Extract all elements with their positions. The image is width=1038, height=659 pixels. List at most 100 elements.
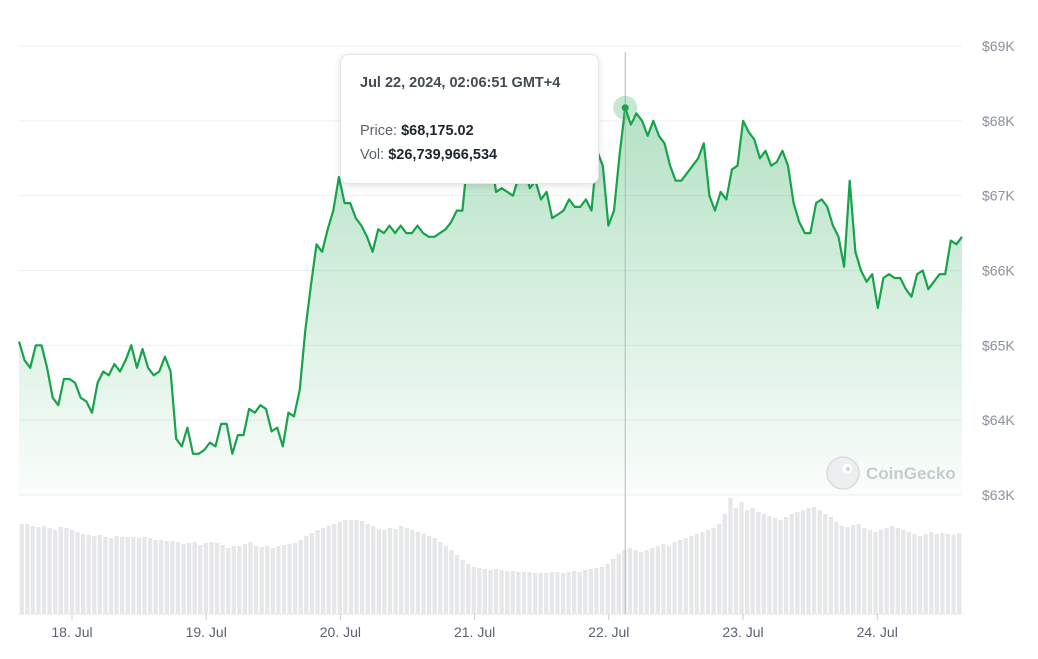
volume-bar <box>638 552 644 614</box>
volume-bar <box>103 537 108 614</box>
volume-bar <box>426 536 432 614</box>
coingecko-watermark: CoinGecko <box>826 456 956 490</box>
volume-bar <box>505 571 510 614</box>
volume-bar <box>599 567 605 614</box>
volume-bar <box>616 554 621 614</box>
volume-bar <box>851 525 856 614</box>
volume-bar <box>443 546 448 614</box>
volume-bar <box>186 543 192 614</box>
volume-bar <box>454 555 460 614</box>
hover-point[interactable] <box>621 104 629 112</box>
volume-bar <box>265 546 270 614</box>
volume-bar <box>588 569 594 614</box>
x-tick-label: 20. Jul <box>320 624 361 640</box>
volume-bar <box>220 545 225 614</box>
volume-bar <box>795 512 800 614</box>
volume-bar <box>672 542 677 614</box>
volume-bar <box>69 530 75 614</box>
volume-bar <box>577 572 582 614</box>
volume-bar <box>538 573 543 614</box>
volume-bar <box>287 544 292 614</box>
volume-bar <box>332 524 337 614</box>
volume-bar <box>86 535 91 614</box>
tooltip-date: Jul 22, 2024, 02:06:51 GMT+4 <box>360 75 561 91</box>
volume-bar <box>750 508 755 614</box>
volume-bar <box>644 550 649 614</box>
watermark-text: CoinGecko <box>866 464 956 483</box>
volume-bar <box>404 528 409 614</box>
volume-bar <box>845 527 850 614</box>
volume-bar <box>917 536 923 614</box>
volume-bar <box>192 542 197 614</box>
gecko-logo-icon <box>826 456 860 490</box>
volume-bar <box>348 520 354 614</box>
y-tick-label: $64K <box>982 412 1015 428</box>
volume-bar <box>30 526 36 614</box>
volume-bar <box>873 532 878 614</box>
volume-bar <box>906 532 912 614</box>
volume-bar <box>823 514 828 614</box>
x-tick-label: 19. Jul <box>186 624 227 640</box>
volume-bar <box>231 546 236 614</box>
volume-bar <box>382 530 387 614</box>
volume-bar <box>47 528 52 614</box>
volume-bar <box>605 564 610 614</box>
volume-bar <box>778 520 783 614</box>
price-area-fill <box>19 107 962 495</box>
volume-bar <box>237 546 242 614</box>
volume-bar <box>828 517 833 614</box>
volume-bar <box>878 530 884 614</box>
volume-bar <box>572 571 577 614</box>
volume-bar <box>895 528 900 614</box>
volume-bar <box>839 526 845 614</box>
volume-bar <box>387 528 393 614</box>
volume-bar <box>226 548 231 614</box>
volume-bar <box>510 571 515 614</box>
tooltip-price-row: Price: $68,175.02 <box>360 123 598 139</box>
volume-bar <box>549 572 554 614</box>
volume-bar <box>214 543 220 614</box>
volume-bar <box>315 530 320 614</box>
volume-bar <box>806 508 811 614</box>
volume-bar <box>923 534 928 614</box>
volume-bar <box>661 544 666 614</box>
volume-bar <box>242 544 248 614</box>
volume-bar <box>655 546 660 614</box>
volume-bar <box>694 534 700 614</box>
volume-bar <box>611 559 616 614</box>
volume-bar <box>482 569 488 614</box>
volume-bar <box>934 534 939 614</box>
volume-bar <box>890 526 895 614</box>
volume-bar <box>293 543 298 614</box>
volume-bar <box>64 528 69 614</box>
volume-bar <box>560 573 566 614</box>
volume-bar <box>471 567 476 614</box>
volume-bar <box>739 502 744 614</box>
volume-bar <box>627 548 633 614</box>
x-tick-label: 21. Jul <box>454 624 495 640</box>
volume-bar <box>834 522 839 614</box>
volume-bar <box>376 529 381 614</box>
volume-bar <box>728 498 733 614</box>
volume-bar <box>817 510 822 614</box>
volume-bar <box>276 546 281 614</box>
volume-bar <box>449 550 454 614</box>
volume-bar <box>25 524 30 614</box>
volume-bar <box>594 568 599 614</box>
volume-bar <box>460 560 465 614</box>
volume-bar <box>421 534 426 614</box>
volume-bar <box>722 514 727 614</box>
volume-bar <box>203 543 209 614</box>
volume-bar <box>326 526 331 614</box>
volume-bar <box>41 526 47 614</box>
volume-bar <box>532 573 538 614</box>
volume-bar <box>298 540 303 614</box>
y-axis: $69K $68K $67K $66K $65K $64K $63K <box>982 38 1015 503</box>
volume-bar <box>683 538 688 614</box>
volume-bar <box>555 572 560 614</box>
volume-bar <box>270 548 275 614</box>
tooltip-price-value: $68,175.02 <box>401 123 474 139</box>
volume-bar <box>772 518 778 614</box>
volume-bar <box>164 541 169 614</box>
